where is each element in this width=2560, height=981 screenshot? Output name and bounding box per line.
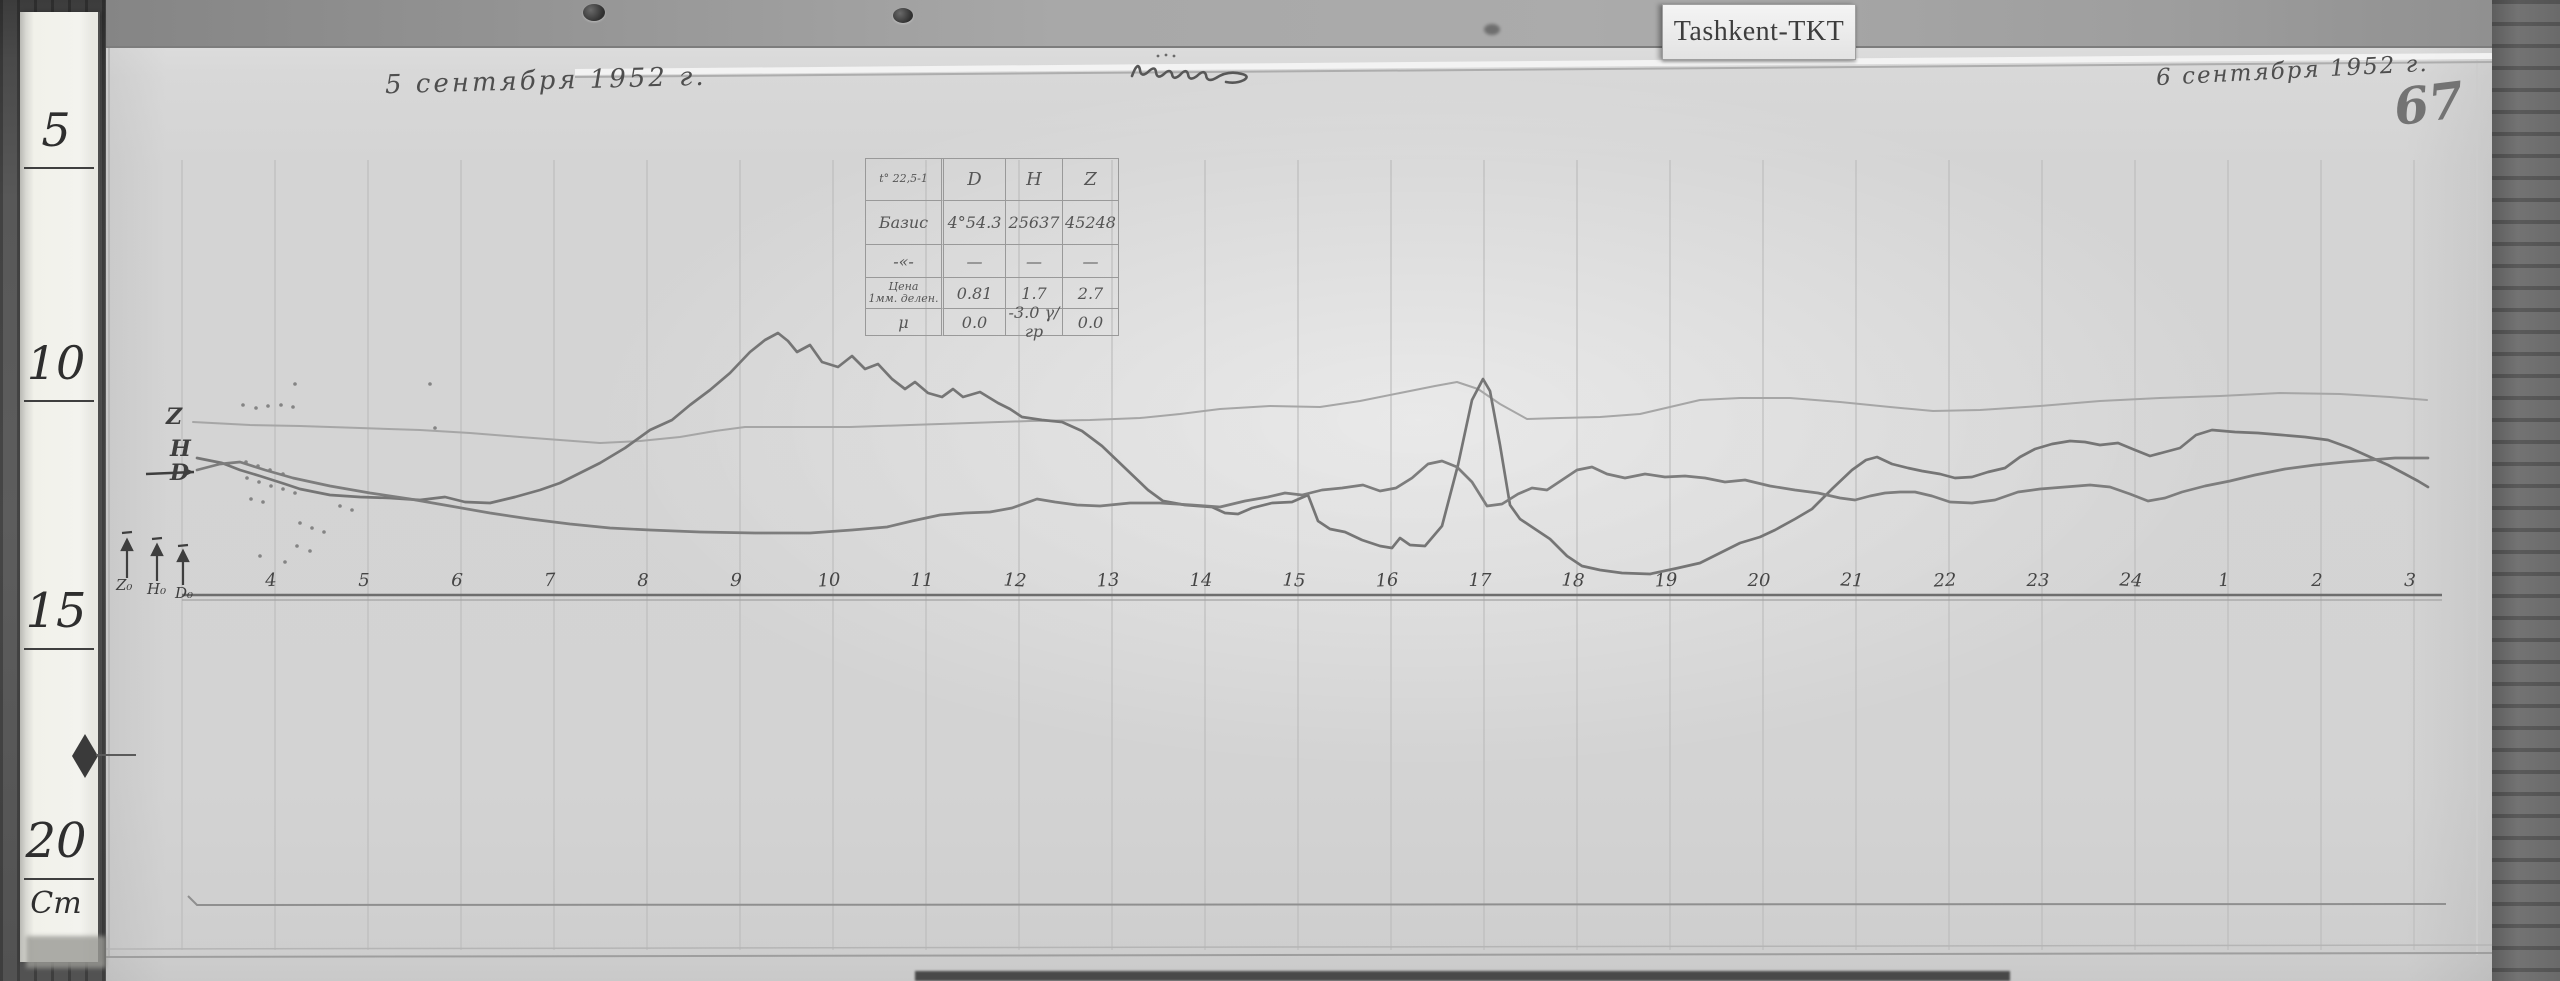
hour-label: 5 bbox=[358, 570, 370, 591]
table-cell: — bbox=[1006, 245, 1063, 278]
table-cell: — bbox=[944, 245, 1006, 278]
table-cell: — bbox=[1063, 245, 1119, 278]
ruler-diamond-tick bbox=[96, 754, 136, 756]
pushpin-icon bbox=[583, 4, 605, 21]
station-label-text: Tashkent-TKT bbox=[1673, 16, 1845, 47]
station-label-tag: Tashkent-TKT bbox=[1662, 4, 1856, 60]
hour-label: 17 bbox=[1468, 570, 1492, 591]
table-cell: 4°54.3 bbox=[944, 201, 1006, 245]
table-cell: 25637 bbox=[1006, 201, 1063, 245]
hour-label: 10 bbox=[817, 569, 841, 592]
hour-label: 22 bbox=[1933, 569, 1957, 592]
hour-label: 20 bbox=[1747, 570, 1771, 591]
table-header-cell: t° 22,5-1 bbox=[866, 159, 944, 201]
hour-label: 15 bbox=[1282, 569, 1306, 592]
hour-label: 12 bbox=[1003, 569, 1027, 592]
bottom-shadow-strip bbox=[915, 971, 2010, 981]
hour-label: 9 bbox=[729, 569, 743, 592]
baseline-label-z0: Z₀ bbox=[116, 576, 133, 594]
hour-label: 6 bbox=[450, 569, 464, 592]
hour-label: 19 bbox=[1654, 569, 1678, 592]
pushpin-icon bbox=[893, 8, 913, 23]
calibration-table: t° 22,5-1 D H Z Базис 4°54.3 25637 45248 -«- — — — Ц… bbox=[865, 158, 1119, 341]
table-header-cell: Z bbox=[1063, 159, 1119, 201]
baseline-label-h0: H₀ bbox=[147, 580, 167, 598]
table-cell: 0.0 bbox=[944, 309, 1006, 336]
hour-label: 2 bbox=[2311, 570, 2323, 591]
table-cell: 2.7 bbox=[1063, 278, 1119, 309]
ruler-mark-20: 20 bbox=[25, 813, 87, 869]
curve-label-z: Z bbox=[166, 404, 183, 430]
hour-label: 13 bbox=[1096, 569, 1120, 592]
hour-label: 24 bbox=[2119, 569, 2143, 592]
ruler-division-line bbox=[24, 400, 94, 402]
ruler-mark-Cm: Cm bbox=[30, 886, 82, 922]
table-cell: -3.0 γ/гр bbox=[1006, 303, 1063, 341]
ruler-division-line bbox=[24, 648, 94, 650]
ruler-mark-15: 15 bbox=[25, 583, 87, 639]
hour-label: 7 bbox=[543, 569, 557, 592]
table-cell: 0.0 bbox=[1063, 309, 1119, 336]
hour-label: 23 bbox=[2026, 570, 2050, 591]
table-header-cell: D bbox=[944, 159, 1006, 201]
table-cell: 1.7 bbox=[1006, 278, 1063, 309]
ruler-diamond-mark bbox=[72, 734, 98, 778]
recording-paper bbox=[106, 46, 2492, 981]
ruler-division-line bbox=[24, 878, 94, 880]
hour-label: 8 bbox=[637, 570, 649, 591]
table-cell: -«- bbox=[866, 245, 944, 278]
hour-label: 21 bbox=[1840, 569, 1864, 592]
table-cell: 0.81 bbox=[944, 278, 1006, 309]
pencil-smudge bbox=[1484, 24, 1500, 35]
handwritten-scribble bbox=[1130, 53, 1248, 84]
ruler-division-line bbox=[24, 167, 94, 169]
ruler-mark-5: 5 bbox=[41, 103, 71, 158]
hour-label: 14 bbox=[1189, 570, 1213, 591]
table-cell: Базис bbox=[866, 201, 944, 245]
hour-label: 11 bbox=[910, 570, 934, 591]
hour-label: 16 bbox=[1375, 569, 1399, 592]
hour-label: 4 bbox=[264, 569, 278, 592]
cm-ruler: 5 10 15 20 Cm bbox=[20, 12, 136, 968]
previous-sheet-band bbox=[106, 0, 2492, 48]
baseline-label-d0: D₀ bbox=[175, 584, 194, 602]
ruler-worn-corner bbox=[26, 936, 106, 968]
curve-label-d: D bbox=[170, 460, 190, 486]
table-header-cell: H bbox=[1006, 159, 1063, 201]
page-number: 67 bbox=[2390, 69, 2467, 138]
table-cell: μ bbox=[866, 309, 944, 336]
ruler-mark-10: 10 bbox=[26, 336, 86, 391]
hour-label: 18 bbox=[1561, 569, 1585, 592]
hour-label: 1 bbox=[2217, 569, 2231, 592]
wood-table-right bbox=[2490, 0, 2560, 981]
table-cell: Цена 1мм. делен. bbox=[866, 278, 944, 309]
curve-label-h: H bbox=[170, 436, 191, 462]
table-cell: 45248 bbox=[1063, 201, 1119, 245]
hour-label: 3 bbox=[2403, 569, 2417, 592]
